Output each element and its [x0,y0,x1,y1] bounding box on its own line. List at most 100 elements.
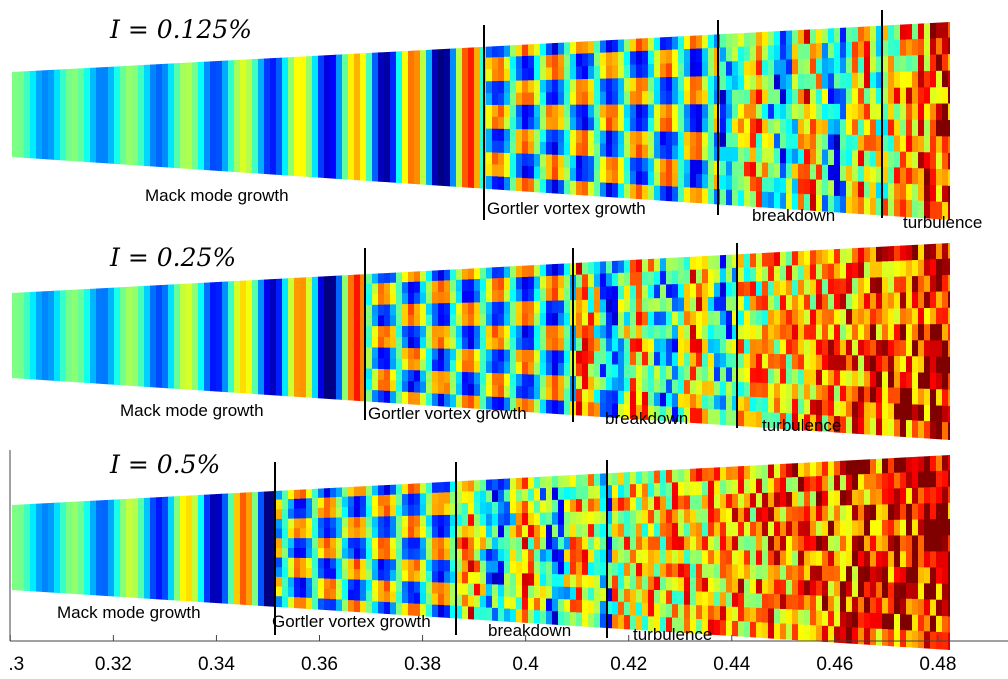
flow-cell [762,565,769,581]
flow-column [162,62,169,169]
flow-cell [780,609,787,625]
flow-cell [828,58,835,75]
flow-cell [786,89,793,105]
flow-cell [540,55,547,69]
flow-cell [672,536,679,551]
flow-cell [546,264,553,278]
flow-cell [564,288,571,302]
flow-cell [636,158,643,173]
flow-cell [282,519,289,530]
flow-cell [570,512,577,526]
flow-cell [600,299,607,313]
flow-cell [888,199,895,216]
flow-cell [378,358,385,370]
flow-cell [888,277,895,294]
flow-cell [930,519,937,537]
flow-cell [774,492,781,508]
flow-cell [930,276,937,294]
flow-cell [342,589,349,601]
flow-cell [528,586,535,600]
flow-cell [474,561,481,574]
flow-cell [918,340,925,358]
flow-cell [906,372,913,389]
flow-cell [684,509,691,524]
flow-column [84,499,91,596]
flow-cell [630,38,637,53]
flow-cell [900,308,907,325]
flow-cell [648,172,655,187]
flow-cell [552,42,559,56]
flow-cell [720,396,727,412]
flow-cell [432,315,439,328]
flow-cell [696,146,703,161]
flow-cell [510,573,517,586]
flow-cell [672,77,679,92]
flow-cell [414,560,421,573]
flow-column [372,51,379,183]
flow-cell [372,570,379,582]
flow-cell [834,104,841,121]
flow-cell [414,293,421,306]
flow-cell [570,168,577,182]
flow-cell [672,91,679,106]
flow-cell [864,135,871,152]
flow-cell [678,380,685,395]
flow-cell [762,383,769,399]
flow-cell [534,399,541,413]
flow-cell [822,400,829,417]
flow-cell [492,93,499,106]
flow-cell [708,495,715,510]
flow-cell [708,132,715,148]
flow-cell [858,459,865,476]
flow-cell [840,119,847,136]
flow-cell [924,324,931,342]
flow-cell [516,501,523,515]
flow-cell [336,599,343,611]
flow-cell [702,550,709,565]
flow-cell [618,286,625,301]
flow-column [348,52,355,181]
flow-cell [318,588,325,600]
flow-cell [906,136,913,154]
flow-cell [834,566,841,583]
flow-cell [930,38,937,56]
flow-cell [846,417,853,434]
flow-cell [684,550,691,565]
flow-cell [324,487,331,499]
flow-cell [534,105,541,119]
flow-cell [834,119,841,136]
flow-cell [792,609,799,625]
flow-cell [762,148,769,164]
flow-cell [702,255,709,270]
flow-cell [306,568,313,579]
flow-cell [636,171,643,186]
flow-cell [702,132,709,148]
flow-cell [792,310,799,326]
flow-cell [564,574,571,588]
flow-cell [468,560,475,573]
flow-cell [672,366,679,381]
flow-column [30,502,37,593]
flow-cell [540,375,547,389]
flow-cell [378,326,385,338]
flow-cell [840,490,847,507]
flow-cell [930,243,937,261]
flow-cell [780,134,787,150]
flow-cell [492,69,499,82]
flow-cell [894,520,901,537]
flow-cell [672,496,679,511]
flow-cell [900,614,907,631]
flow-cell [600,562,607,576]
flow-cell [660,186,667,201]
flow-cell [684,564,691,579]
flow-cell [684,63,691,78]
flow-cell [816,165,823,182]
flow-cell [516,265,523,279]
flow-cell [672,104,679,119]
flow-cell [942,259,949,277]
flow-cell [576,54,583,68]
flow-cell [456,337,463,350]
flow-cell [732,494,739,510]
flow-cell [516,141,523,155]
flow-cell [648,64,655,79]
